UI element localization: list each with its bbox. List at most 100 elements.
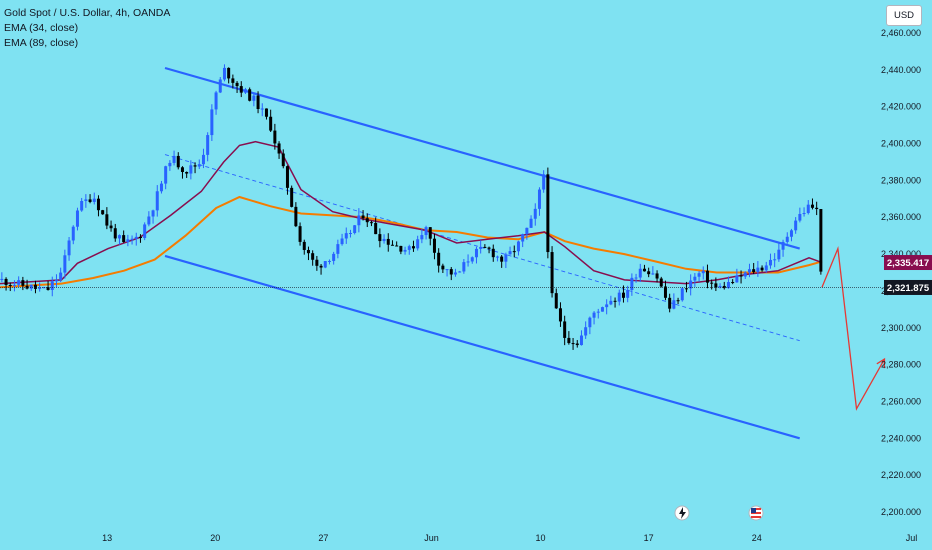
candle-body [554, 293, 558, 309]
currency-button[interactable]: USD [886, 5, 922, 26]
candle-body [311, 253, 315, 260]
candle-body [214, 92, 218, 110]
channel-upper-line[interactable] [164, 66, 801, 250]
candle [382, 234, 386, 244]
candle [743, 271, 747, 279]
candle [441, 263, 445, 274]
candle [756, 261, 760, 277]
candle-body [374, 223, 378, 235]
candle [92, 192, 96, 205]
ema34-legend[interactable]: EMA (34, close) [4, 22, 79, 34]
time-axis[interactable]: 13 20 27 Jun 10 17 24 Jul [102, 533, 917, 543]
candle [508, 246, 512, 255]
candle-body [407, 246, 411, 250]
candle-body [462, 262, 466, 272]
candle [369, 220, 373, 227]
candle [4, 277, 8, 291]
candle-body [403, 249, 407, 252]
candle [529, 215, 533, 228]
channel-mid-line[interactable] [164, 154, 800, 342]
candle [75, 207, 79, 231]
candle-body [319, 265, 323, 268]
candle-body [630, 277, 634, 290]
time-tick-label: Jul [906, 533, 918, 543]
candle [437, 248, 441, 273]
candle-body [781, 241, 785, 250]
projection-path-group[interactable] [821, 246, 886, 411]
candle [521, 233, 525, 248]
candle [609, 295, 613, 306]
candle [298, 222, 302, 246]
channel-lower-line[interactable] [164, 254, 801, 440]
candle-body [537, 189, 541, 209]
candle-body [348, 233, 352, 235]
candle [231, 74, 235, 89]
symbol-title[interactable]: Gold Spot / U.S. Dollar, 4h, OANDA [4, 7, 171, 19]
ema89-line-group [0, 195, 823, 289]
price-axis[interactable]: 2,460.000 2,440.000 2,420.000 2,400.000 2,38… [881, 28, 921, 517]
ema89-legend[interactable]: EMA (89, close) [4, 37, 79, 49]
projection-line[interactable] [821, 246, 886, 411]
candle-body [668, 297, 672, 309]
candle-body [571, 343, 575, 345]
candle-body [218, 79, 222, 93]
candle-body [46, 287, 50, 290]
candle [239, 81, 243, 98]
descending-channel[interactable] [164, 66, 801, 440]
candle [424, 225, 428, 240]
candle [151, 209, 155, 224]
candle-body [17, 280, 21, 285]
candle-body [567, 337, 571, 344]
event-icon-flash[interactable] [674, 505, 690, 521]
candle [651, 266, 655, 275]
candle-body [773, 259, 777, 261]
candle-body [227, 67, 231, 79]
candle-body [735, 275, 739, 283]
candle-body [67, 240, 71, 256]
candle-body [101, 210, 105, 215]
candle [395, 241, 399, 247]
candle [764, 261, 768, 273]
candle [411, 240, 415, 252]
candle [294, 202, 298, 228]
candle [663, 280, 667, 301]
candle [760, 265, 764, 272]
last-price-label: 2,321.875 [887, 283, 930, 294]
candle [222, 64, 226, 82]
chart-legend: Gold Spot / U.S. Dollar, 4h, OANDA EMA (… [4, 6, 170, 51]
candle [655, 270, 659, 283]
candle-body [122, 235, 126, 243]
candle-body [642, 268, 646, 272]
candle-body [33, 284, 37, 289]
candle [96, 195, 100, 217]
candle [558, 302, 562, 327]
candle [588, 316, 592, 335]
candle [315, 255, 319, 271]
candle-body [638, 268, 642, 278]
candle [680, 287, 684, 302]
candle-body [684, 288, 688, 290]
candle [290, 185, 294, 208]
candle-body [437, 252, 441, 266]
candle-body [483, 246, 487, 248]
candle [621, 285, 625, 303]
candle [33, 280, 37, 294]
candle-body [54, 279, 58, 282]
candle [29, 284, 33, 291]
candle [554, 288, 558, 309]
candle-body [231, 78, 235, 83]
candle-body [151, 210, 155, 217]
price-tick-label: 2,360.000 [881, 212, 921, 222]
price-tick-label: 2,220.000 [881, 470, 921, 480]
candle-body [726, 282, 730, 289]
candle-body [332, 253, 336, 261]
candle-body [63, 255, 67, 273]
candle [361, 210, 365, 221]
event-icon-us-flag[interactable] [748, 505, 764, 521]
candle-body [50, 281, 54, 290]
candle-body [340, 238, 344, 245]
candle [344, 227, 348, 244]
candle-body [739, 275, 743, 277]
